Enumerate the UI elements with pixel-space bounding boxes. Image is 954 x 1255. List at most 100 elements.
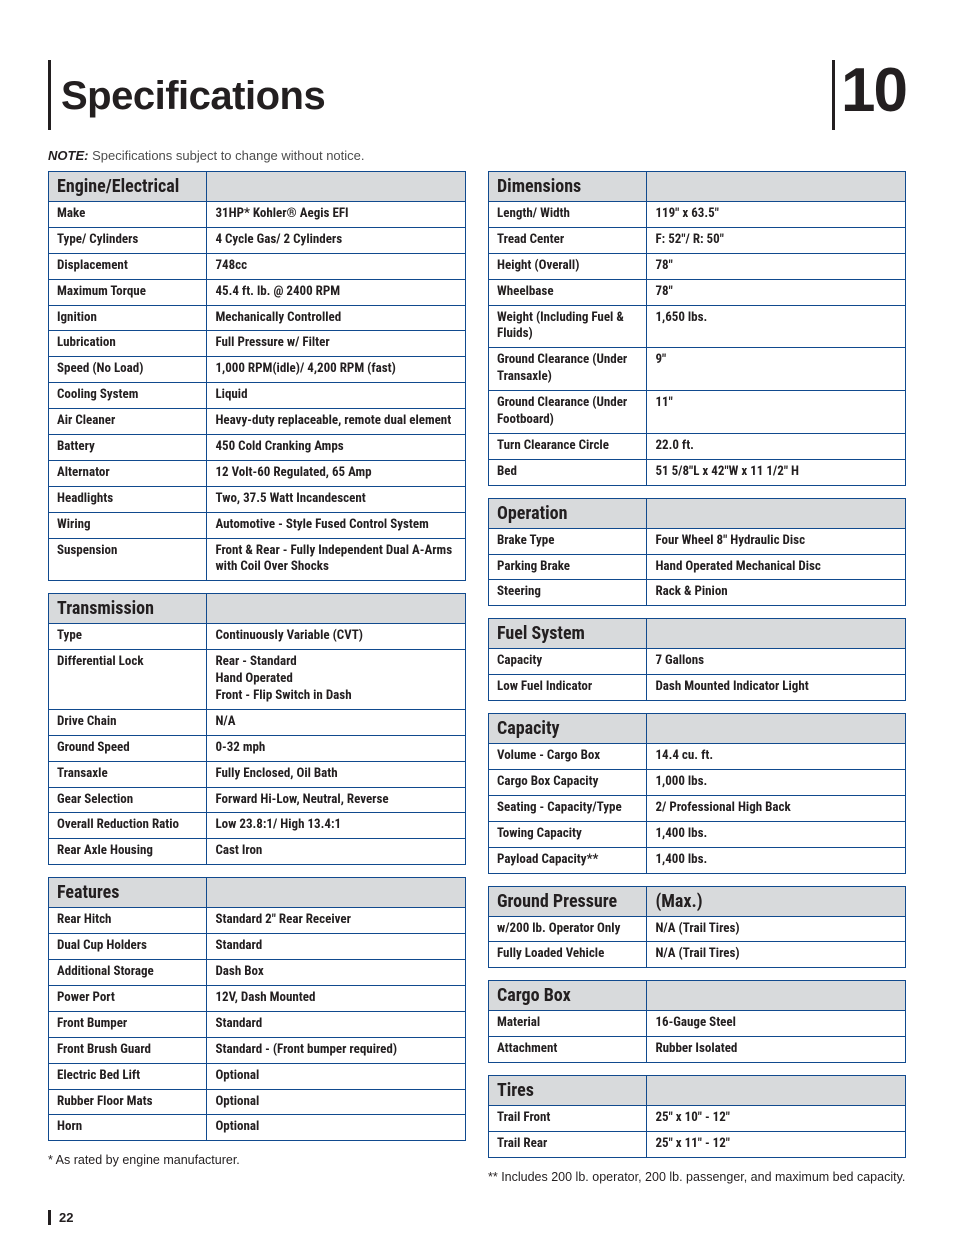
spec-value: 12V, Dash Mounted <box>207 985 466 1011</box>
spec-label: Towing Capacity <box>489 821 647 847</box>
table-row: Capacity7 Gallons <box>489 649 906 675</box>
spec-value: F: 52"/ R: 50" <box>647 227 906 253</box>
table-header-spacer <box>647 172 906 202</box>
spec-value: 16-Gauge Steel <box>647 1011 906 1037</box>
spec-value: Rear - StandardHand OperatedFront - Flip… <box>207 650 466 710</box>
spec-label: Volume - Cargo Box <box>489 744 647 770</box>
chapter-number-wrap: 10 <box>832 60 906 130</box>
spec-value: Four Wheel 8" Hydraulic Disc <box>647 528 906 554</box>
spec-value: N/A (Trail Tires) <box>647 942 906 968</box>
table-row: Ground Clearance (Under Footboard)11" <box>489 391 906 434</box>
table-row: Type/ Cylinders4 Cycle Gas/ 2 Cylinders <box>49 227 466 253</box>
table-header-spacer <box>207 172 466 202</box>
spec-value: 78" <box>647 253 906 279</box>
table-features: FeaturesRear HitchStandard 2" Rear Recei… <box>48 877 466 1141</box>
table-row: TransaxleFully Enclosed, Oil Bath <box>49 761 466 787</box>
spec-label: Trail Rear <box>489 1132 647 1158</box>
table-header-spacer <box>647 498 906 528</box>
table-row: Length/ Width119" x 63.5" <box>489 202 906 228</box>
spec-value: 11" <box>647 391 906 434</box>
table-header: Dimensions <box>489 172 647 202</box>
table-row: Turn Clearance Circle22.0 ft. <box>489 433 906 459</box>
table-row: Battery450 Cold Cranking Amps <box>49 435 466 461</box>
table-fuel: Fuel SystemCapacity7 GallonsLow Fuel Ind… <box>488 618 906 701</box>
spec-label: Capacity <box>489 649 647 675</box>
table-row: Fully Loaded VehicleN/A (Trail Tires) <box>489 942 906 968</box>
spec-label: Air Cleaner <box>49 409 207 435</box>
page-footer: 22 <box>48 1210 906 1225</box>
table-row: Rear HitchStandard 2" Rear Receiver <box>49 908 466 934</box>
table-row: HeadlightsTwo, 37.5 Watt Incandescent <box>49 486 466 512</box>
spec-value: Hand Operated Mechanical Disc <box>647 554 906 580</box>
table-row: Tread CenterF: 52"/ R: 50" <box>489 227 906 253</box>
note-text: Specifications subject to change without… <box>88 148 364 163</box>
table-row: Parking BrakeHand Operated Mechanical Di… <box>489 554 906 580</box>
table-row: Make31HP* Kohler® Aegis EFI <box>49 202 466 228</box>
table-header-spacer <box>647 714 906 744</box>
table-row: LubricationFull Pressure w/ Filter <box>49 331 466 357</box>
spec-value: 45.4 ft. lb. @ 2400 RPM <box>207 279 466 305</box>
table-row: Material16-Gauge Steel <box>489 1011 906 1037</box>
table-header-spacer <box>647 1076 906 1106</box>
spec-value: 22.0 ft. <box>647 433 906 459</box>
spec-value: Standard 2" Rear Receiver <box>207 908 466 934</box>
spec-value: N/A <box>207 709 466 735</box>
spec-value: 1,650 lbs. <box>647 305 906 348</box>
spec-label: Power Port <box>49 985 207 1011</box>
table-row: Trail Front25" x 10" - 12" <box>489 1106 906 1132</box>
table-header-spacer <box>207 594 466 624</box>
table-row: Towing Capacity1,400 lbs. <box>489 821 906 847</box>
note-line: NOTE: Specifications subject to change w… <box>48 148 906 163</box>
spec-label: Fully Loaded Vehicle <box>489 942 647 968</box>
spec-value: 25" x 11" - 12" <box>647 1132 906 1158</box>
table-row: Speed (No Load)1,000 RPM(idle)/ 4,200 RP… <box>49 357 466 383</box>
spec-label: Ground Clearance (Under Footboard) <box>489 391 647 434</box>
table-header: Capacity <box>489 714 647 744</box>
spec-label: Trail Front <box>489 1106 647 1132</box>
table-cargo-box: Cargo BoxMaterial16-Gauge SteelAttachmen… <box>488 980 906 1063</box>
spec-label: Wiring <box>49 512 207 538</box>
table-row: Bed51 5/8"L x 42"W x 11 1/2" H <box>489 459 906 485</box>
spec-value: Automotive - Style Fused Control System <box>207 512 466 538</box>
spec-value: Mechanically Controlled <box>207 305 466 331</box>
spec-value: 1,000 RPM(idle)/ 4,200 RPM (fast) <box>207 357 466 383</box>
table-header-spacer: (Max.) <box>647 886 906 916</box>
table-row: Rear Axle HousingCast Iron <box>49 839 466 865</box>
spec-value: 78" <box>647 279 906 305</box>
spec-label: Rear Hitch <box>49 908 207 934</box>
spec-label: Low Fuel Indicator <box>489 675 647 701</box>
spec-value: Forward Hi-Low, Neutral, Reverse <box>207 787 466 813</box>
table-row: Dual Cup HoldersStandard <box>49 934 466 960</box>
spec-label: Additional Storage <box>49 960 207 986</box>
table-header-spacer <box>207 878 466 908</box>
spec-value: 0-32 mph <box>207 735 466 761</box>
spec-label: Weight (Including Fuel & Fluids) <box>489 305 647 348</box>
table-row: Power Port12V, Dash Mounted <box>49 985 466 1011</box>
table-header: Engine/Electrical <box>49 172 207 202</box>
spec-label: Headlights <box>49 486 207 512</box>
spec-label: Displacement <box>49 253 207 279</box>
spec-label: Dual Cup Holders <box>49 934 207 960</box>
spec-value: 1,000 lbs. <box>647 770 906 796</box>
spec-value: Continuously Variable (CVT) <box>207 624 466 650</box>
spec-label: Rubber Floor Mats <box>49 1089 207 1115</box>
table-row: Air CleanerHeavy-duty replaceable, remot… <box>49 409 466 435</box>
spec-value: 12 Volt-60 Regulated, 65 Amp <box>207 460 466 486</box>
chapter-rule <box>832 60 835 130</box>
table-row: Alternator12 Volt-60 Regulated, 65 Amp <box>49 460 466 486</box>
spec-label: Ground Clearance (Under Transaxle) <box>489 348 647 391</box>
table-row: WiringAutomotive - Style Fused Control S… <box>49 512 466 538</box>
table-header: Tires <box>489 1076 647 1106</box>
spec-label: Brake Type <box>489 528 647 554</box>
table-row: IgnitionMechanically Controlled <box>49 305 466 331</box>
spec-value: 748cc <box>207 253 466 279</box>
table-row: Low Fuel IndicatorDash Mounted Indicator… <box>489 675 906 701</box>
table-engine: Engine/ElectricalMake31HP* Kohler® Aegis… <box>48 171 466 581</box>
table-row: Height (Overall)78" <box>489 253 906 279</box>
page-header: Specifications 10 <box>48 60 906 130</box>
spec-label: Ground Speed <box>49 735 207 761</box>
right-column: DimensionsLength/ Width119" x 63.5"Tread… <box>488 171 906 1184</box>
spec-value: 2/ Professional High Back <box>647 795 906 821</box>
table-row: Brake TypeFour Wheel 8" Hydraulic Disc <box>489 528 906 554</box>
chapter-number: 10 <box>841 60 906 130</box>
